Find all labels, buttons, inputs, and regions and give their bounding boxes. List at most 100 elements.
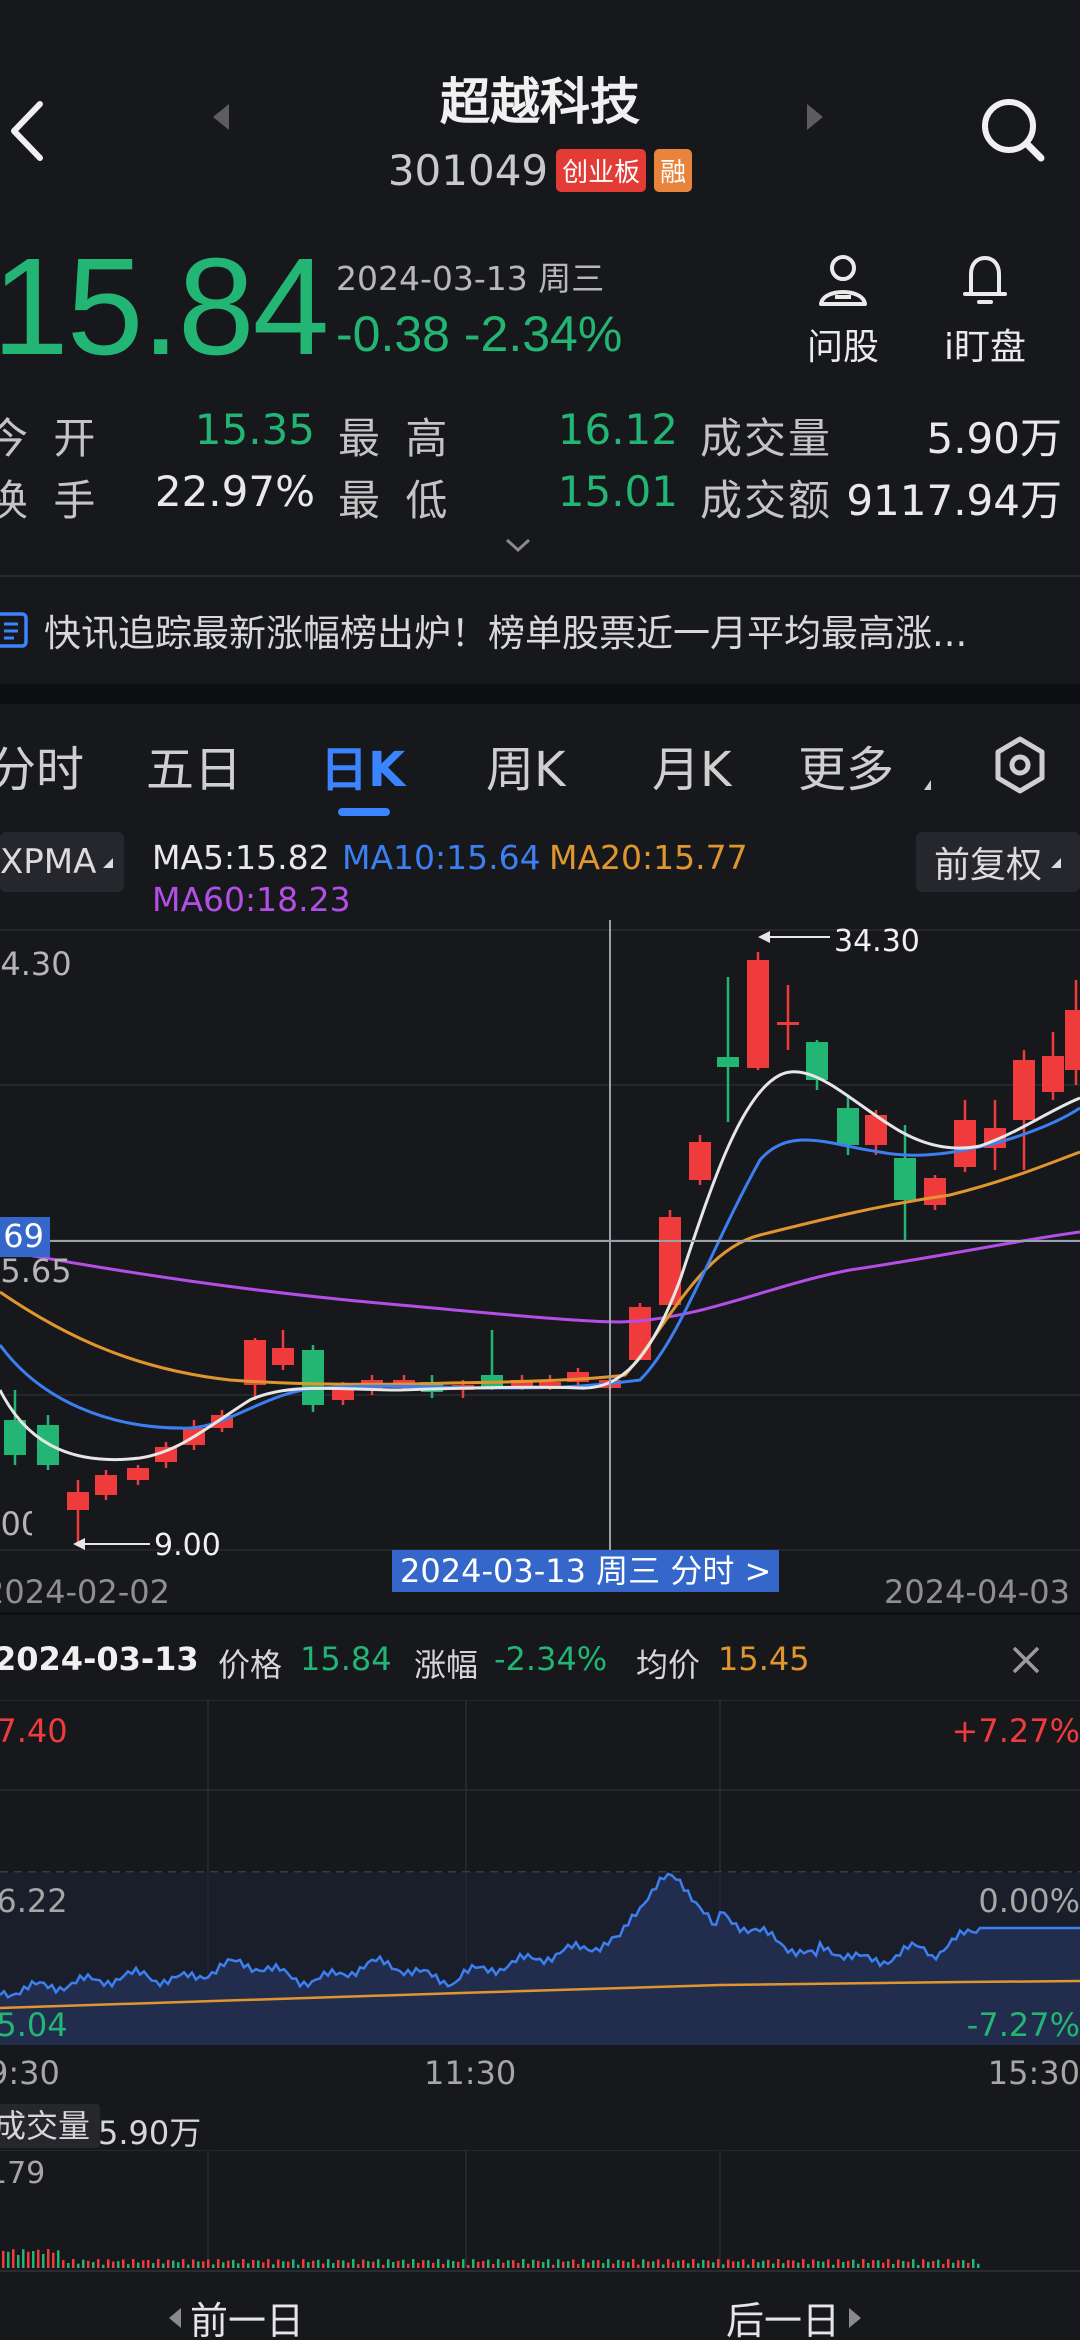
volume-bar xyxy=(762,2260,765,2268)
volume-bar xyxy=(517,2262,520,2268)
kline-x-end: 2024-04-03 xyxy=(884,1573,1070,1611)
tab-five-day[interactable]: 五日 xyxy=(146,742,243,798)
stock-code: 301049 xyxy=(387,145,549,195)
chart-settings-button[interactable] xyxy=(990,735,1050,795)
volume-bar xyxy=(107,2259,110,2268)
back-button[interactable] xyxy=(4,96,64,166)
kline-chart[interactable] xyxy=(0,920,1080,1610)
volume-bar xyxy=(812,2259,815,2268)
news-ticker[interactable]: 快讯追踪最新涨幅榜出炉！榜单股票近一月平均最高涨... xyxy=(0,590,1080,670)
close-intraday-button[interactable] xyxy=(1006,1640,1046,1680)
volume-bar xyxy=(172,2260,175,2268)
next-day-label: 后一日 xyxy=(726,2299,841,2340)
current-price: 15.84 xyxy=(0,230,329,384)
volume-bar xyxy=(552,2264,555,2268)
volume-bar xyxy=(102,2264,105,2268)
quote-date: 2024-03-13 周三 xyxy=(336,259,605,298)
kline-y-mid: 15.65 xyxy=(0,1252,72,1290)
volume-bar xyxy=(902,2260,905,2268)
price-change: -0.38 -2.34% xyxy=(336,305,622,363)
volume-bar xyxy=(52,2252,55,2268)
volume-bar xyxy=(742,2259,745,2268)
volume-bar xyxy=(212,2264,215,2268)
volume-indicator-select[interactable]: 成交量 xyxy=(0,2104,101,2148)
volume-bar xyxy=(397,2260,400,2268)
candle xyxy=(865,1115,887,1145)
volume-bar xyxy=(522,2259,525,2268)
volume-bar xyxy=(17,2254,20,2268)
volume-bar xyxy=(412,2259,415,2268)
next-day-button[interactable]: 后一日 xyxy=(726,2290,862,2340)
volume-bar xyxy=(642,2259,645,2268)
change-percent: -2.34% xyxy=(463,306,623,362)
watch-button[interactable]: i盯盘 xyxy=(910,250,1060,370)
candle xyxy=(539,1382,561,1388)
tab-intraday[interactable]: 分时 xyxy=(0,742,85,798)
high-value: 16.12 xyxy=(557,405,678,454)
indicator-select[interactable]: XPMA xyxy=(0,832,125,892)
tab-more[interactable]: 更多 xyxy=(798,742,895,798)
prev-stock-arrow-icon[interactable] xyxy=(213,104,229,130)
person-icon xyxy=(819,255,867,306)
high-label: 最 高 xyxy=(338,414,454,463)
volume-bar xyxy=(242,2259,245,2268)
ma60-line xyxy=(0,1230,1080,1324)
volume-bar xyxy=(117,2261,120,2268)
volume-bar xyxy=(147,2260,150,2268)
volume-bar xyxy=(252,2259,255,2268)
volume-bar xyxy=(777,2259,780,2268)
volume-bar xyxy=(247,2263,250,2268)
volume-bar xyxy=(72,2259,75,2268)
dropdown-icon xyxy=(103,858,114,868)
volume-bar xyxy=(897,2259,900,2268)
ask-stock-button[interactable]: 问股 xyxy=(768,250,918,370)
caret-right-icon xyxy=(849,2307,862,2328)
next-stock-arrow-icon[interactable] xyxy=(807,104,823,130)
volume-bar xyxy=(602,2263,605,2268)
candle xyxy=(837,1108,859,1145)
adjust-select[interactable]: 前复权 xyxy=(916,832,1080,892)
volume-bar xyxy=(2,2250,5,2268)
volume-bar xyxy=(137,2262,140,2268)
volume-bar xyxy=(647,2261,650,2268)
intraday-chart[interactable] xyxy=(0,1700,1080,2045)
candle xyxy=(1042,1056,1064,1092)
volume-bar xyxy=(62,2260,65,2268)
volume-y-max: 179 xyxy=(0,2156,46,2191)
volume-bar xyxy=(157,2259,160,2268)
volume-bar xyxy=(627,2262,630,2268)
stock-name: 超越科技 xyxy=(440,73,640,131)
volume-bar xyxy=(417,2262,420,2268)
volume-bar xyxy=(152,2263,155,2268)
prev-day-label: 前一日 xyxy=(190,2299,305,2340)
volume-bar xyxy=(132,2259,135,2268)
change-value: -0.38 xyxy=(336,306,450,362)
volume-bar xyxy=(842,2262,845,2268)
volume-bar xyxy=(42,2253,45,2268)
crosshair-date-button[interactable]: 2024-03-13 周三 分时 > xyxy=(392,1550,780,1592)
gear-icon xyxy=(995,736,1045,794)
volume-bar xyxy=(782,2263,785,2268)
volume-bar xyxy=(542,2262,545,2268)
dropdown-icon xyxy=(1051,858,1061,868)
volume-bar xyxy=(967,2262,970,2268)
news-icon xyxy=(0,612,28,648)
expand-stats-button[interactable] xyxy=(503,530,533,560)
turnover-label: 换 手 xyxy=(0,476,102,525)
volume-bar xyxy=(892,2263,895,2268)
close-icon xyxy=(1012,1646,1040,1674)
tab-monthly-k[interactable]: 月K xyxy=(652,742,732,798)
volume-bar xyxy=(912,2259,915,2268)
kline-y-bottom: 9.00 xyxy=(0,1505,32,1543)
tab-daily-k[interactable]: 日K xyxy=(320,742,406,798)
volume-bar xyxy=(7,2251,10,2268)
volume-bar xyxy=(962,2260,965,2268)
volume-bar xyxy=(402,2259,405,2268)
volume-bar xyxy=(587,2262,590,2268)
tab-weekly-k[interactable]: 周K xyxy=(486,742,566,798)
volume-bar xyxy=(442,2263,445,2268)
volume-bar xyxy=(377,2259,380,2268)
prev-day-button[interactable]: 前一日 xyxy=(168,2290,304,2340)
volume-bar xyxy=(277,2259,280,2268)
search-button[interactable] xyxy=(975,90,1055,170)
